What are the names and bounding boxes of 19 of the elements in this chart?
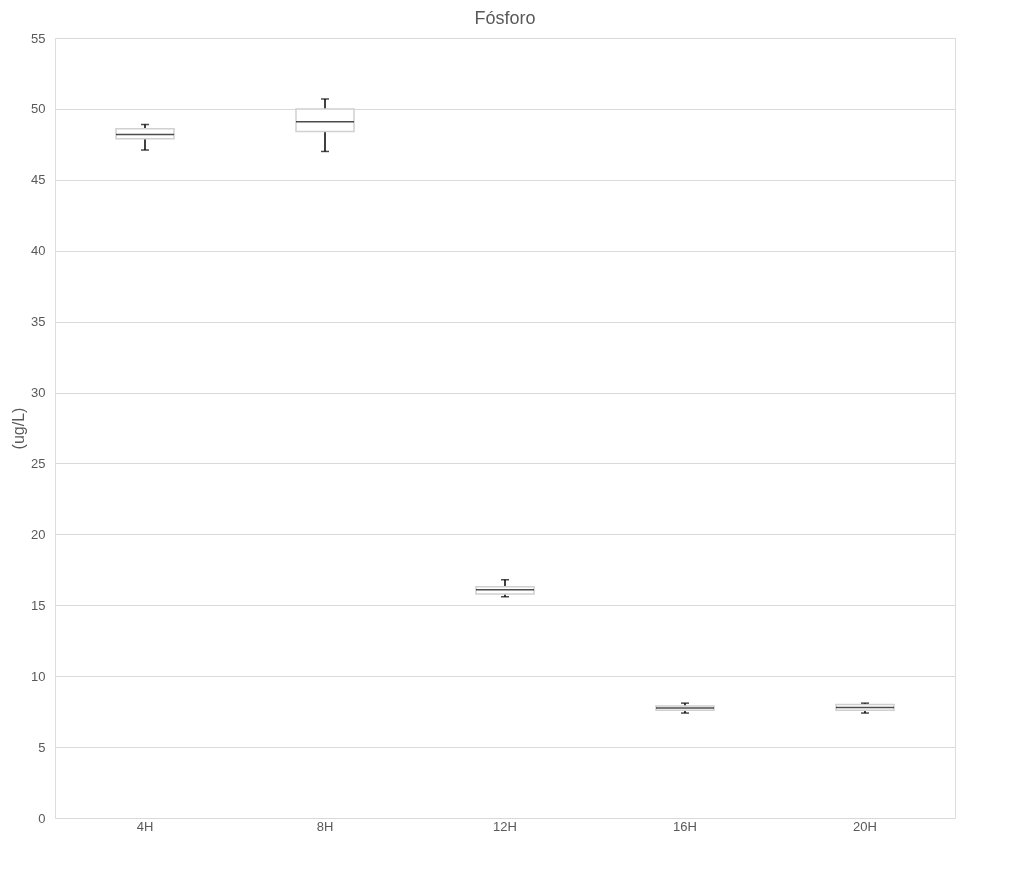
y-tick-label: 50 [31, 101, 46, 117]
chart-title: Fósforo [474, 8, 536, 28]
x-tick-label: 16H [673, 818, 697, 834]
y-tick-label: 30 [31, 385, 46, 401]
x-tick-label: 20H [853, 818, 877, 834]
y-tick-label: 10 [31, 668, 46, 684]
x-tick-label: 4H [136, 818, 154, 834]
y-tick-label: 25 [31, 455, 46, 471]
y-tick-label: 35 [31, 314, 46, 330]
x-tick-label: 8H [316, 818, 334, 834]
x-tick-label: 12H [493, 818, 517, 834]
y-tick-label: 20 [31, 526, 46, 542]
y-axis-title: (ug/L) [10, 407, 28, 450]
y-tick-label: 40 [31, 243, 46, 259]
y-tick-label: 0 [38, 810, 46, 826]
y-tick-label: 55 [31, 30, 46, 46]
y-tick-label: 5 [38, 739, 46, 755]
y-tick-label: 45 [31, 172, 46, 188]
y-tick-label: 15 [31, 597, 46, 613]
